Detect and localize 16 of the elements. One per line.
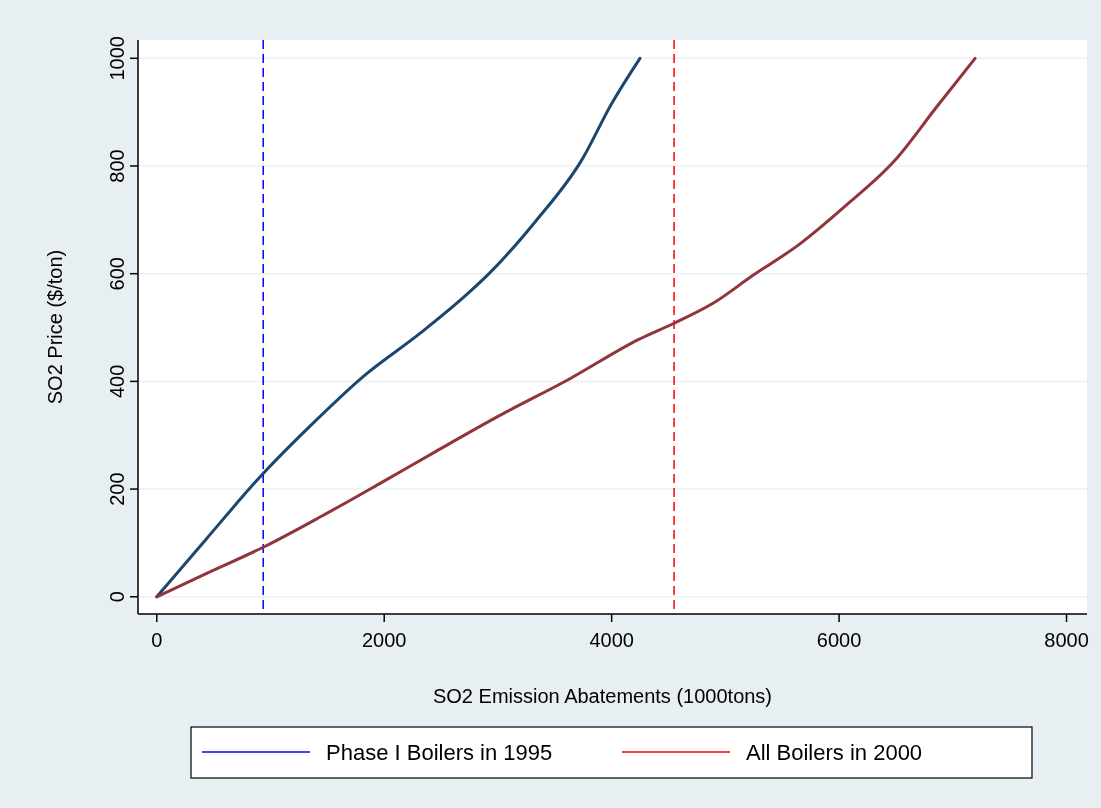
x-tick-label: 0 xyxy=(151,629,163,651)
x-axis-title: SO2 Emission Abatements (1000tons) xyxy=(432,685,773,707)
y-tick-label: 800 xyxy=(106,149,128,183)
x-tick-label: 4000 xyxy=(589,629,634,651)
legend-label: Phase I Boilers in 1995 xyxy=(326,740,553,765)
y-tick-label: 1000 xyxy=(106,36,128,81)
y-tick-label: 0 xyxy=(106,591,128,603)
y-tick-label: 600 xyxy=(106,257,128,291)
legend-label: All Boilers in 2000 xyxy=(746,740,923,765)
y-axis-title: SO2 Price ($/ton) xyxy=(44,249,66,405)
line-series xyxy=(155,56,977,599)
x-tick-label: 2000 xyxy=(361,629,407,651)
y-tick-label: 400 xyxy=(106,364,128,399)
y-tick-label: 200 xyxy=(106,472,128,506)
x-tick-label: 8000 xyxy=(1044,629,1089,651)
x-tick-label: 6000 xyxy=(816,629,862,651)
